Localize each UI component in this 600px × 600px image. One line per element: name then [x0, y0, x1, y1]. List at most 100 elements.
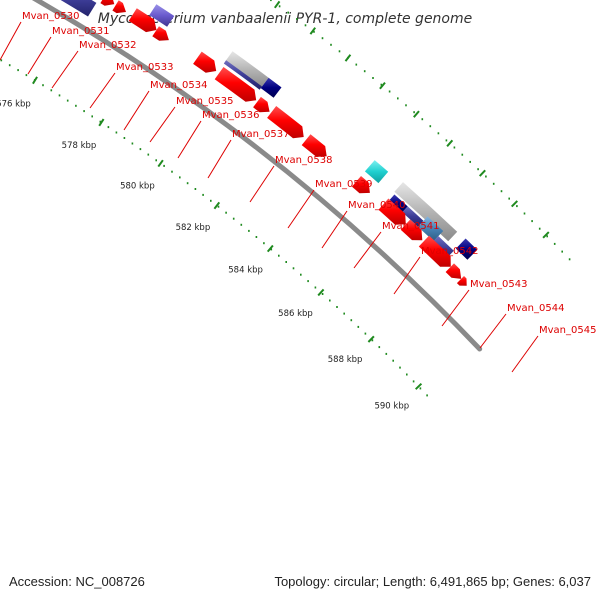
distance-tick — [32, 76, 38, 85]
ring-dot — [419, 387, 422, 390]
ring-dot — [364, 332, 367, 335]
ring-dot — [194, 188, 197, 190]
ring-dot — [355, 63, 358, 66]
ring-dot — [248, 229, 250, 232]
ring-dot — [278, 254, 280, 257]
gene-leader-line — [0, 21, 22, 61]
ring-tick — [273, 0, 281, 9]
ring-dot — [538, 227, 541, 230]
topology-text: Topology: circular; Length: 6,491,865 bp… — [274, 574, 591, 589]
ring-dot — [363, 70, 366, 73]
ring-dot — [405, 104, 407, 107]
gene-label: Mvan_0535 — [176, 96, 233, 107]
ring-dot — [477, 168, 479, 171]
ring-dot — [8, 64, 11, 67]
ring-dot — [75, 104, 77, 107]
gene-leader-line — [353, 231, 382, 269]
gene-leader-line — [479, 313, 507, 349]
ring-dot — [202, 193, 204, 196]
blast-hit-feature — [224, 51, 269, 89]
ring-tick — [344, 54, 352, 62]
gene-label: Mvan_0534 — [150, 80, 207, 91]
ring-tick — [446, 139, 454, 147]
feature-blocks — [60, 0, 478, 286]
ring-dot — [304, 24, 307, 27]
blast-hit-feature — [223, 60, 262, 90]
ring-dot — [17, 69, 19, 72]
ring-dot — [240, 223, 243, 226]
distance-tick-label: 590 kbp — [374, 402, 409, 412]
ring-dot — [338, 50, 341, 53]
ring-dot — [357, 325, 360, 328]
gene-label: Mvan_0539 — [315, 179, 372, 190]
ring-dot — [270, 0, 272, 2]
ring-dot — [321, 37, 324, 40]
cds-feature — [253, 96, 270, 113]
ring-dot — [107, 126, 110, 129]
accession-text: Accession: NC_008726 — [9, 574, 145, 589]
ring-tick — [379, 81, 386, 90]
ring-dot — [392, 359, 394, 362]
cds-feature — [214, 67, 257, 102]
ring-dot — [285, 261, 287, 263]
ring-dot — [287, 11, 289, 14]
ring-dot — [186, 182, 189, 185]
ring-dot — [292, 267, 295, 270]
ring-dot — [388, 90, 391, 93]
gene-leader-line — [89, 72, 116, 109]
ring-dot — [553, 242, 556, 245]
backbone-arc — [31, 0, 483, 352]
cds-feature — [112, 0, 126, 14]
ring-dot — [66, 99, 69, 102]
ring-dot — [232, 217, 235, 220]
cds-feature — [193, 51, 217, 73]
ring-dot — [147, 153, 150, 156]
cds-feature — [152, 26, 169, 41]
gene-label: Mvan_0538 — [275, 155, 332, 166]
ring-dot — [385, 352, 388, 355]
ring-dot — [313, 30, 315, 33]
blast-hit-feature — [394, 182, 458, 242]
gene-leader-line — [321, 210, 348, 249]
gene-label: Mvan_0545 — [539, 325, 596, 336]
gene-leader-line — [393, 256, 421, 295]
cds-feature — [456, 276, 467, 286]
gene-leader-line — [511, 335, 539, 373]
ring-dot — [210, 199, 212, 202]
ring-dot — [83, 110, 85, 113]
ring-dot — [406, 373, 408, 376]
ring-tick — [413, 110, 420, 118]
gene-leader-line — [207, 139, 232, 179]
ring-dot — [561, 250, 563, 253]
ring-dot — [380, 83, 383, 86]
ring-dot — [115, 131, 118, 134]
distance-tick-label: 578 kbp — [62, 141, 97, 151]
gene-leader-line — [51, 50, 79, 89]
ring-dot — [330, 43, 332, 46]
ring-dot — [42, 84, 44, 87]
distance-tick — [266, 244, 274, 253]
ring-dot — [91, 115, 93, 118]
ring-dot — [426, 394, 428, 397]
cds-feature — [351, 176, 370, 194]
distance-tick-rings: 576 kbp 578 kbp 580 kbp 582 kbp 584 kbp 586 k… — [0, 0, 571, 412]
gene-label: Mvan_0543 — [470, 279, 527, 290]
gene-label: Mvan_0540 — [348, 200, 405, 211]
gene-label: Mvan_0532 — [79, 40, 136, 51]
ring-dot — [179, 176, 181, 179]
gene-label: Mvan_0544 — [507, 303, 564, 314]
ring-dot — [399, 366, 401, 369]
ring-dot — [99, 120, 102, 123]
map-title: Mycobacterium vanbaalenii PYR-1, complet… — [98, 11, 473, 27]
ring-dot — [350, 319, 353, 322]
blast-hit-feature — [149, 4, 175, 27]
ring-dot — [171, 170, 173, 173]
ring-dot — [453, 146, 456, 149]
cds-feature — [418, 235, 451, 267]
gene-label: Mvan_0542 — [421, 246, 478, 257]
ring-dot — [421, 118, 424, 121]
ring-dot — [445, 139, 448, 142]
ring-dot — [270, 248, 273, 251]
ring-dot — [413, 111, 415, 114]
